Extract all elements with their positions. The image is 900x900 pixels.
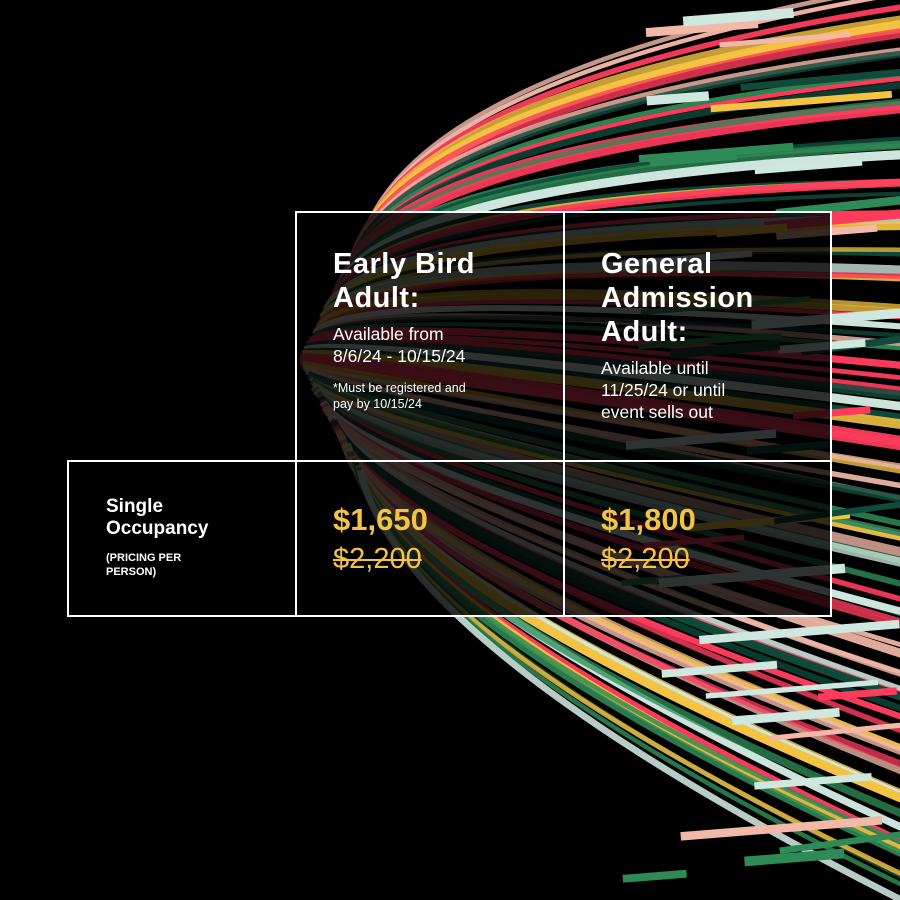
decorative-dash [754,158,863,175]
early-bird-price: $1,650 [333,502,428,537]
decorative-dash [779,831,900,854]
single-occupancy-row-label: Single Occupancy (PRICING PER PERSON) [67,460,297,617]
early-bird-original-price: $2,200 [333,543,422,575]
decorative-dash [680,816,883,841]
decorative-dash [740,68,900,91]
general-admission-price-cell: $1,800 $2,200 [563,460,832,617]
decorative-dash [817,687,897,701]
decorative-dash [661,660,778,678]
pricing-per-person-note: (PRICING PER PERSON) [106,552,182,578]
early-bird-title: Early Bird Adult: [333,248,475,314]
decorative-dash [769,722,900,741]
decorative-dash [646,91,710,106]
decorative-dash [744,848,845,867]
general-admission-header-cell: General Admission Adult: Available until… [563,211,832,462]
decorative-dash [622,869,687,883]
decorative-dash [719,31,851,48]
decorative-dash [705,679,879,699]
decorative-dash [638,142,794,163]
early-bird-price-cell: $1,650 $2,200 [295,460,565,617]
early-bird-note: *Must be registered and pay by 10/15/24 [333,381,466,411]
early-bird-availability: Available from 8/6/24 - 10/15/24 [333,324,466,366]
decorative-dash [754,772,872,790]
general-admission-price: $1,800 [601,502,696,537]
decorative-dash [710,90,893,113]
decorative-dash [645,19,759,37]
decorative-dash [698,619,900,645]
early-bird-header-cell: Early Bird Adult: Available from 8/6/24 … [295,211,565,462]
decorative-dash [649,152,737,167]
decorative-dash [731,707,840,726]
general-admission-original-price: $2,200 [601,543,690,575]
general-admission-availability: Available until 11/25/24 or until event … [601,358,726,422]
decorative-dash [682,7,794,27]
single-occupancy-title: Single Occupancy [106,496,209,539]
general-admission-title: General Admission Adult: [601,248,754,348]
